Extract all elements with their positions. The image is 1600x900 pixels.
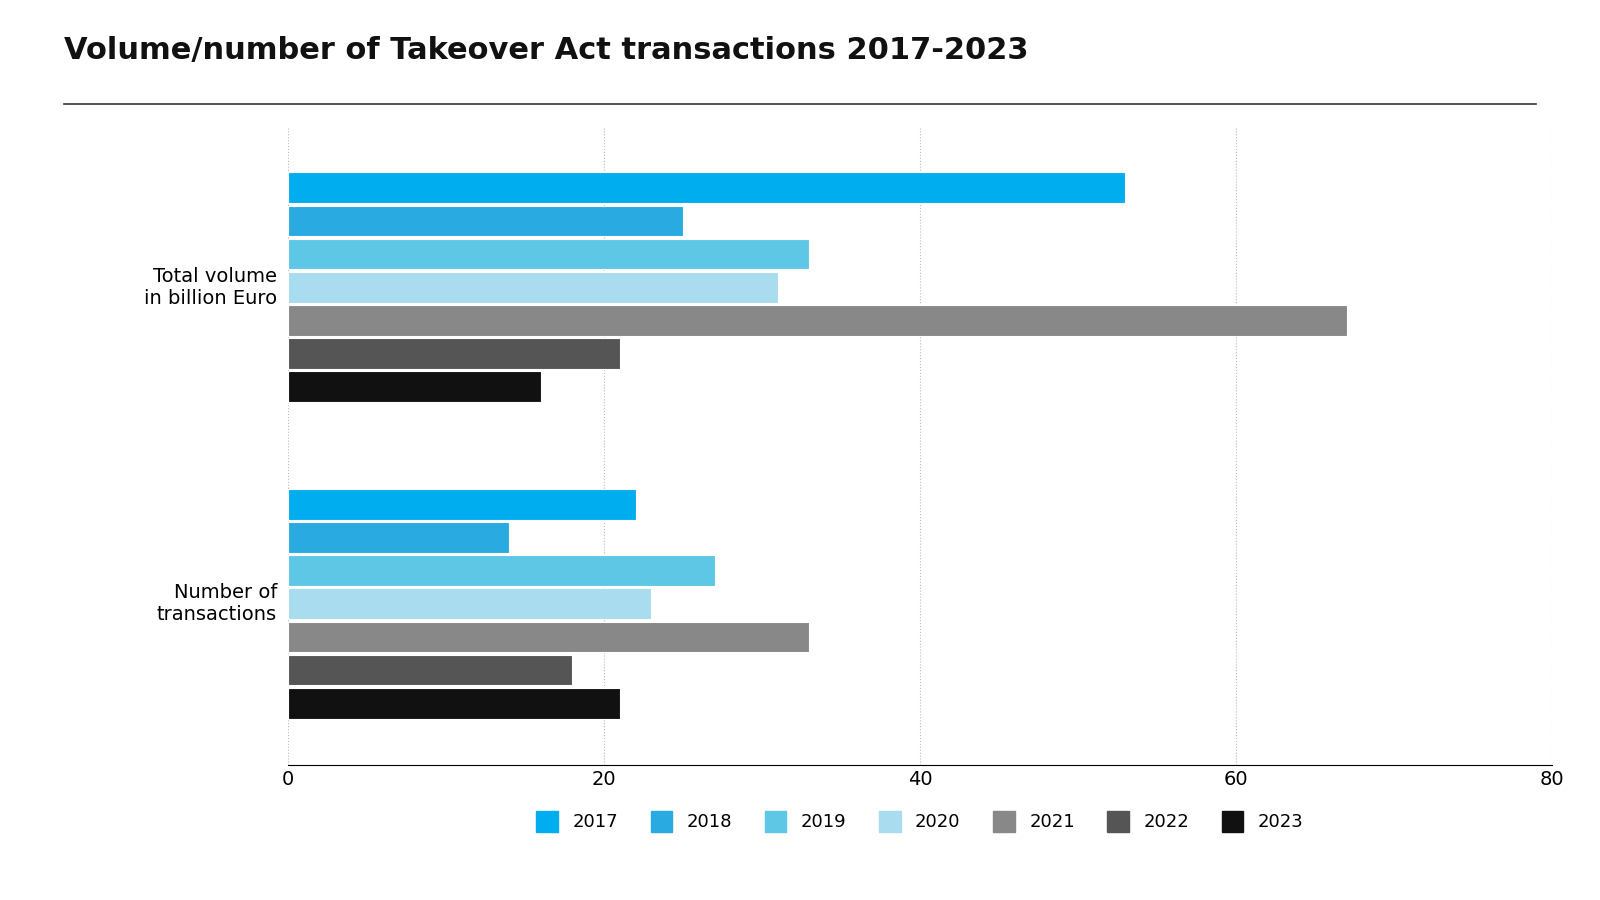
Bar <box>288 173 1125 203</box>
Bar <box>288 489 635 519</box>
Bar <box>288 305 1347 336</box>
Bar <box>288 654 573 686</box>
Legend: 2017, 2018, 2019, 2020, 2021, 2022, 2023: 2017, 2018, 2019, 2020, 2021, 2022, 2023 <box>530 804 1310 839</box>
Bar <box>288 589 651 619</box>
Bar <box>288 522 509 553</box>
Bar <box>288 555 715 586</box>
Bar <box>288 338 619 369</box>
Bar <box>288 688 619 718</box>
Text: Volume/number of Takeover Act transactions 2017-2023: Volume/number of Takeover Act transactio… <box>64 36 1029 65</box>
Bar <box>288 372 541 402</box>
Bar <box>288 272 778 302</box>
Bar <box>288 238 810 269</box>
Bar <box>288 622 810 652</box>
Bar <box>288 205 683 237</box>
